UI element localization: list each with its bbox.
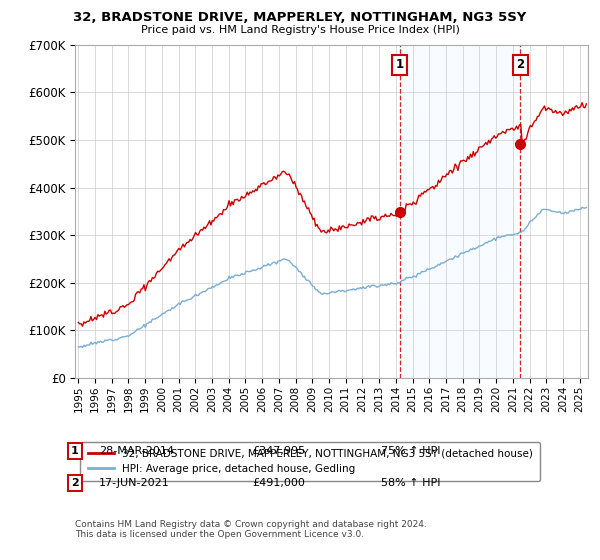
Text: Contains HM Land Registry data © Crown copyright and database right 2024.
This d: Contains HM Land Registry data © Crown c… (75, 520, 427, 539)
Text: 58% ↑ HPI: 58% ↑ HPI (381, 478, 440, 488)
Text: Price paid vs. HM Land Registry's House Price Index (HPI): Price paid vs. HM Land Registry's House … (140, 25, 460, 35)
Text: 2: 2 (71, 478, 79, 488)
Text: 1: 1 (71, 446, 79, 456)
Text: 2: 2 (517, 58, 524, 71)
Text: 1: 1 (395, 58, 404, 71)
Text: £491,000: £491,000 (252, 478, 305, 488)
Text: 32, BRADSTONE DRIVE, MAPPERLEY, NOTTINGHAM, NG3 5SY: 32, BRADSTONE DRIVE, MAPPERLEY, NOTTINGH… (73, 11, 527, 24)
Text: 17-JUN-2021: 17-JUN-2021 (99, 478, 170, 488)
Text: £347,995: £347,995 (252, 446, 305, 456)
Text: 28-MAR-2014: 28-MAR-2014 (99, 446, 174, 456)
Text: 75% ↑ HPI: 75% ↑ HPI (381, 446, 440, 456)
Legend: 32, BRADSTONE DRIVE, MAPPERLEY, NOTTINGHAM, NG3 5SY (detached house), HPI: Avera: 32, BRADSTONE DRIVE, MAPPERLEY, NOTTINGH… (80, 441, 540, 481)
Bar (400, 45, 520, 378)
